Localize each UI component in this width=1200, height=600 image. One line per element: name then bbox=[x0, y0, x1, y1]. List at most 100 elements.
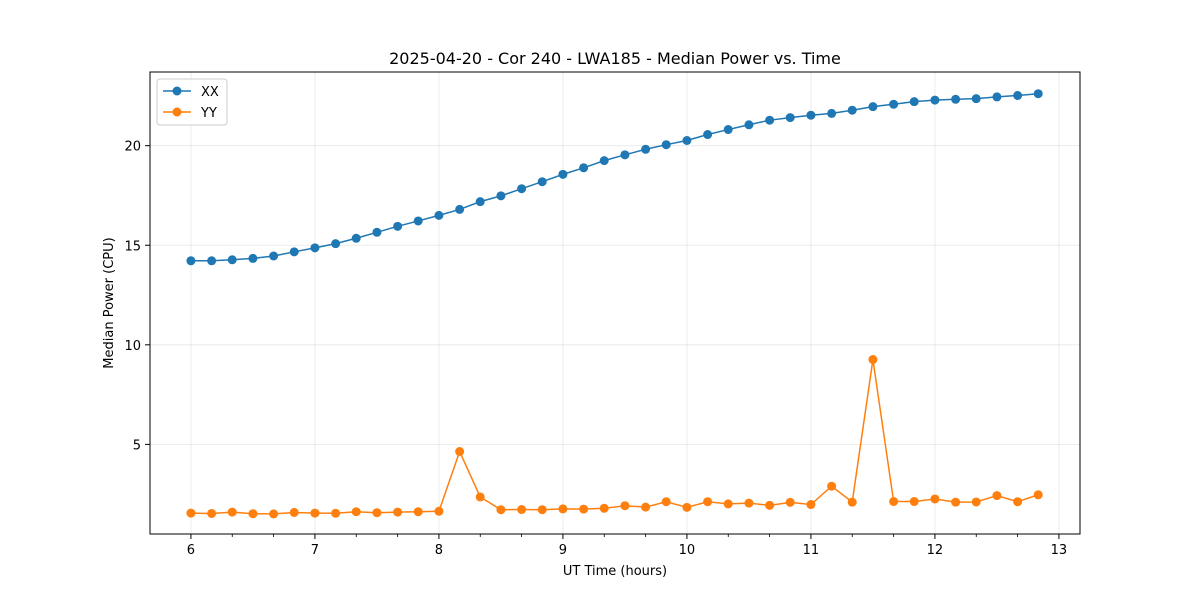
data-point-xx bbox=[579, 163, 589, 173]
data-point-yy bbox=[351, 507, 361, 517]
data-point-yy bbox=[331, 508, 341, 518]
y-axis: 5 10 15 20 bbox=[124, 140, 150, 453]
data-point-yy bbox=[599, 503, 609, 513]
data-point-yy bbox=[806, 500, 816, 510]
data-point-xx bbox=[765, 115, 775, 125]
data-point-xx bbox=[413, 216, 423, 226]
x-axis: 6 7 8 9 10 11 12 13 bbox=[187, 534, 1067, 558]
data-point-xx bbox=[785, 113, 795, 123]
data-point-yy bbox=[434, 506, 444, 516]
y-tick-label-10: 10 bbox=[124, 339, 141, 354]
data-point-yy bbox=[227, 507, 237, 517]
data-point-xx bbox=[207, 256, 217, 266]
legend-marker-yy bbox=[172, 107, 182, 117]
data-point-yy bbox=[537, 505, 547, 515]
data-point-yy bbox=[889, 497, 899, 507]
grid bbox=[150, 72, 1080, 534]
data-point-yy bbox=[186, 508, 196, 518]
data-point-xx bbox=[227, 255, 237, 265]
data-point-yy bbox=[971, 497, 981, 507]
data-point-xx bbox=[289, 247, 299, 257]
data-point-xx bbox=[455, 204, 465, 214]
data-point-yy bbox=[207, 508, 217, 518]
data-point-yy bbox=[744, 498, 754, 508]
data-point-xx bbox=[269, 251, 279, 261]
data-point-xx bbox=[1033, 89, 1043, 99]
data-point-xx bbox=[310, 243, 320, 253]
data-point-yy bbox=[992, 491, 1002, 501]
data-point-yy bbox=[413, 507, 423, 517]
x-tick-label-6: 6 bbox=[187, 543, 195, 558]
legend-marker-xx bbox=[172, 86, 182, 96]
data-point-xx bbox=[847, 105, 857, 115]
data-point-yy bbox=[909, 497, 919, 507]
data-point-yy bbox=[310, 508, 320, 518]
y-axis-label: Median Power (CPU) bbox=[102, 237, 117, 368]
legend-label-yy: YY bbox=[200, 106, 217, 121]
data-point-xx bbox=[889, 99, 899, 109]
data-point-yy bbox=[951, 497, 961, 507]
data-point-yy bbox=[682, 502, 692, 512]
data-point-xx bbox=[1013, 91, 1023, 100]
data-point-yy bbox=[723, 499, 733, 509]
data-point-yy bbox=[455, 447, 465, 457]
data-point-xx bbox=[393, 221, 403, 231]
y-tick-label-15: 15 bbox=[124, 239, 141, 254]
data-point-yy bbox=[868, 355, 878, 365]
data-point-xx bbox=[909, 97, 919, 107]
data-point-xx bbox=[248, 253, 258, 263]
data-point-xx bbox=[475, 197, 485, 207]
data-point-yy bbox=[661, 497, 671, 507]
data-point-yy bbox=[785, 497, 795, 507]
data-point-xx bbox=[517, 184, 527, 194]
data-point-xx bbox=[372, 227, 382, 237]
data-point-xx bbox=[620, 150, 630, 160]
y-tick-label-5: 5 bbox=[133, 438, 141, 453]
data-point-xx bbox=[186, 256, 196, 266]
data-point-yy bbox=[765, 500, 775, 510]
data-point-xx bbox=[434, 210, 444, 220]
data-point-xx bbox=[351, 233, 361, 243]
x-tick-label-12: 12 bbox=[927, 543, 944, 558]
data-point-yy bbox=[372, 508, 382, 518]
series-layer bbox=[186, 89, 1043, 519]
data-point-xx bbox=[641, 144, 651, 154]
data-point-yy bbox=[930, 494, 940, 504]
x-tick-label-13: 13 bbox=[1051, 543, 1068, 558]
data-point-xx bbox=[992, 92, 1002, 102]
plot-frame bbox=[149, 71, 1081, 535]
x-tick-label-8: 8 bbox=[435, 543, 443, 558]
y-tick-label-20: 20 bbox=[124, 140, 141, 155]
data-point-yy bbox=[475, 492, 485, 502]
data-point-yy bbox=[1013, 497, 1023, 507]
data-point-yy bbox=[579, 504, 589, 514]
data-point-xx bbox=[744, 120, 754, 130]
x-tick-label-7: 7 bbox=[311, 543, 319, 558]
chart-title: 2025-04-20 - Cor 240 - LWA185 - Median P… bbox=[389, 49, 841, 68]
data-point-xx bbox=[599, 156, 609, 166]
data-point-yy bbox=[620, 501, 630, 511]
data-point-xx bbox=[827, 108, 837, 118]
data-point-xx bbox=[703, 130, 713, 140]
data-point-yy bbox=[289, 507, 299, 517]
data-point-xx bbox=[723, 125, 733, 135]
data-point-xx bbox=[868, 102, 878, 112]
data-point-xx bbox=[331, 239, 341, 249]
data-point-yy bbox=[847, 497, 857, 507]
data-point-xx bbox=[930, 95, 940, 105]
data-point-yy bbox=[496, 505, 506, 515]
data-point-xx bbox=[682, 136, 692, 145]
data-point-xx bbox=[951, 94, 961, 104]
data-point-yy bbox=[517, 505, 527, 515]
data-point-yy bbox=[1033, 490, 1043, 500]
legend-label-xx: XX bbox=[201, 85, 219, 100]
x-axis-label: UT Time (hours) bbox=[563, 564, 667, 579]
x-tick-label-9: 9 bbox=[559, 543, 567, 558]
data-point-yy bbox=[558, 504, 568, 514]
data-point-yy bbox=[269, 509, 279, 519]
data-point-yy bbox=[393, 507, 403, 517]
data-point-yy bbox=[248, 509, 258, 519]
x-tick-label-10: 10 bbox=[679, 543, 696, 558]
x-tick-label-11: 11 bbox=[803, 543, 820, 558]
